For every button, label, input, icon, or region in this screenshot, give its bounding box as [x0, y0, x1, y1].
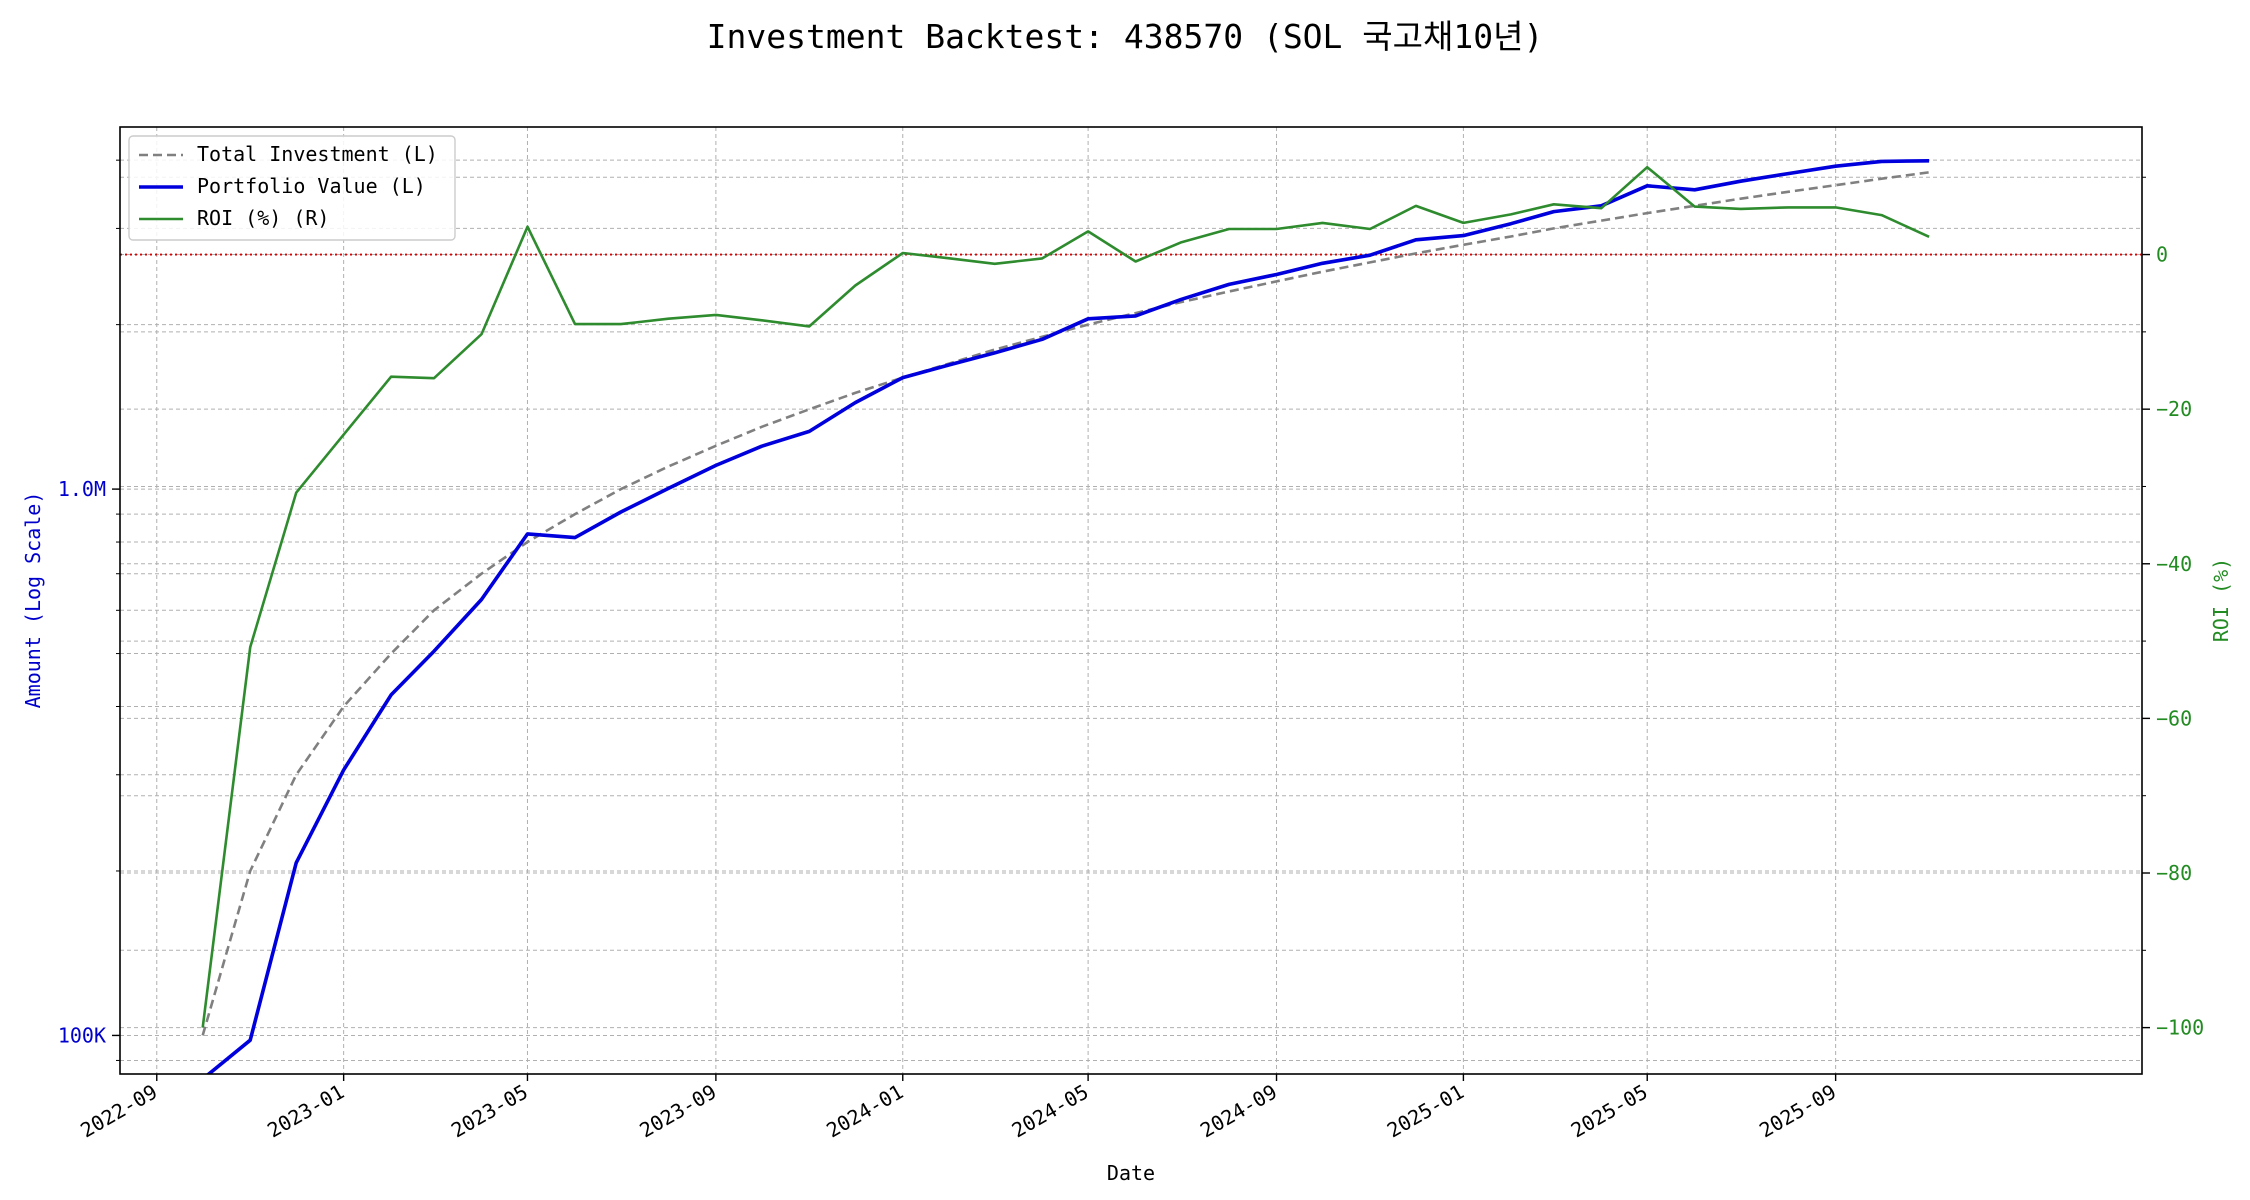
x-axis-label: Date [1107, 1161, 1155, 1185]
right-tick-label: −100 [2156, 1016, 2204, 1040]
right-y-axis: 0 −20 −40 −60 −80 −100 [2142, 176, 2204, 1040]
right-tick-label: −20 [2156, 397, 2192, 421]
series-lines [120, 159, 2142, 1074]
right-tick-label: −60 [2156, 706, 2192, 730]
legend: Total Investment (L) Portfolio Value (L)… [128, 135, 456, 241]
total-investment-line [201, 171, 1930, 1036]
left-tick-label: 1.0M [58, 477, 106, 501]
legend-label-roi: ROI (%) (R) [197, 206, 329, 230]
legend-box [128, 135, 456, 241]
left-axis-label: Amount (Log Scale) [21, 492, 45, 709]
right-tick-label: 0 [2156, 243, 2168, 267]
right-tick-label: −80 [2156, 861, 2192, 885]
legend-label-total-investment: Total Investment (L) [197, 142, 438, 166]
chart-title: Investment Backtest: 438570 (SOL 국고채10년) [707, 17, 1544, 56]
plot-frame [119, 126, 2143, 1075]
legend-label-portfolio-value: Portfolio Value (L) [197, 174, 426, 198]
right-tick-label: −40 [2156, 552, 2192, 576]
portfolio-value-line [205, 159, 1930, 1074]
roi-line [201, 165, 1930, 1028]
left-tick-label: 100K [58, 1023, 106, 1047]
grid-lines [120, 127, 2142, 1074]
left-y-axis: 100K 1.0M [58, 159, 120, 1061]
right-axis-label: ROI (%) [2209, 558, 2233, 642]
